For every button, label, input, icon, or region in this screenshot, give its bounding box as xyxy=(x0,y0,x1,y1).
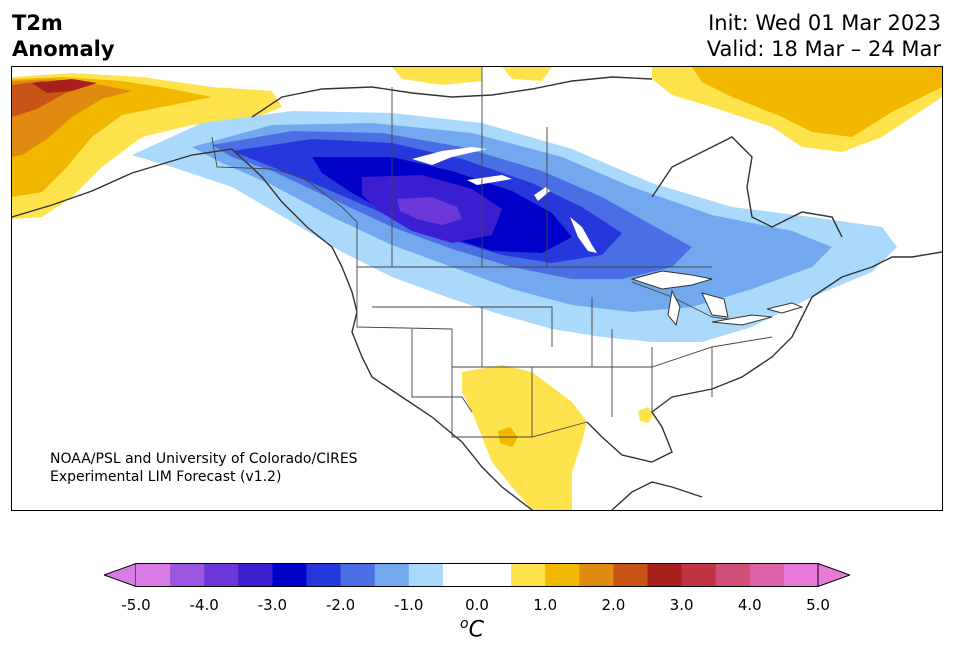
colorbar-swatch xyxy=(647,563,683,587)
init-date: Init: Wed 01 Mar 2023 xyxy=(708,11,941,35)
colorbar-tick-label: 3.0 xyxy=(669,596,694,614)
colorbar-swatch xyxy=(477,563,512,587)
anomaly-map: NOAA/PSL and University of Colorado/CIRE… xyxy=(11,66,943,511)
unit-label: oC xyxy=(460,616,484,642)
degree-symbol: o xyxy=(460,616,469,632)
colorbar-tick-label: 1.0 xyxy=(533,596,558,614)
colorbar-tick-label: 2.0 xyxy=(601,596,626,614)
colorbar-swatch xyxy=(749,563,785,587)
colorbar-swatch xyxy=(374,563,410,587)
colorbar-swatch xyxy=(340,563,376,587)
colorbar-tick-label: -3.0 xyxy=(257,596,288,614)
warm-region-louisiana xyxy=(638,407,654,423)
colorbar-swatch xyxy=(579,563,614,587)
colorbar-swatch xyxy=(238,563,273,587)
cold-region-7 xyxy=(397,197,462,225)
colorbar-extend-low xyxy=(104,563,137,587)
lake-athabasca xyxy=(534,187,550,201)
colorbar-swatch xyxy=(681,563,717,587)
warm-region-alaska-core4 xyxy=(32,79,97,93)
anomaly-label: Anomaly xyxy=(12,37,115,61)
colorbar-frame xyxy=(136,563,818,587)
colorbar-swatch xyxy=(136,563,171,587)
credit-line-1: NOAA/PSL and University of Colorado/CIRE… xyxy=(50,451,358,467)
variable-label: T2m xyxy=(12,11,63,35)
warm-region-arctic-islands xyxy=(392,67,552,85)
colorbar-swatch xyxy=(306,563,342,587)
colorbar-tick-label: -5.0 xyxy=(121,596,151,614)
colorbar-swatch xyxy=(408,563,444,587)
colorbar-swatch xyxy=(613,563,648,587)
colorbar-swatch xyxy=(204,563,239,587)
lake-winnipeg xyxy=(570,217,597,253)
colorbar-swatch xyxy=(783,563,819,587)
colorbar-swatch xyxy=(272,563,307,587)
colorbar-swatch xyxy=(442,563,478,587)
credit-line-2: Experimental LIM Forecast (v1.2) xyxy=(50,469,281,485)
colorbar-swatch xyxy=(715,563,751,587)
warm-region-greenland-core xyxy=(692,67,942,137)
colorbar-tick-label: -1.0 xyxy=(394,596,424,614)
map-canvas: NOAA/PSL and University of Colorado/CIRE… xyxy=(12,67,942,510)
map-title: T2m Anomaly xyxy=(12,10,115,62)
forecast-dates: Init: Wed 01 Mar 2023 Valid: 18 Mar – 24… xyxy=(707,10,941,62)
colorbar-tick-label: -4.0 xyxy=(189,596,219,614)
colorbar-tick-label: 0.0 xyxy=(465,596,489,614)
colorbar-ticks: -5.0 -4.0 -3.0 -2.0 -1.0 0.0 1.0 2.0 3.0 4.0 5.0 xyxy=(104,596,850,616)
colorbar-swatch xyxy=(170,563,205,587)
colorbar xyxy=(104,563,850,587)
coastlines xyxy=(12,76,942,510)
unit-letter: C xyxy=(468,617,484,643)
valid-range: Valid: 18 Mar – 24 Mar xyxy=(706,37,941,61)
colorbar-extend-high xyxy=(817,563,850,587)
colorbar-swatch xyxy=(545,563,580,587)
colorbar-swatch xyxy=(511,563,546,587)
political-borders xyxy=(211,67,773,438)
colorbar-tick-label: -2.0 xyxy=(325,596,356,614)
colorbar-tick-label: 5.0 xyxy=(806,596,830,614)
lake-great-slave xyxy=(467,175,512,185)
warm-region-southwest xyxy=(462,365,587,510)
lake-great-bear xyxy=(412,147,487,165)
great-lakes xyxy=(630,270,804,327)
colorbar-tick-label: 4.0 xyxy=(737,596,762,614)
